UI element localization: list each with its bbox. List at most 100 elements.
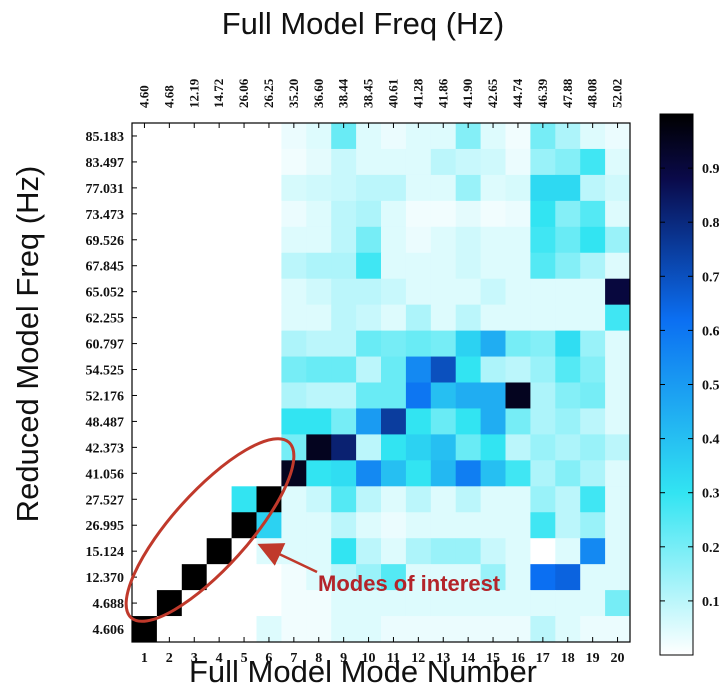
heatmap-cell (530, 200, 556, 228)
heatmap-cell (455, 148, 481, 176)
heatmap-cell (356, 278, 382, 306)
heatmap-cell (505, 252, 531, 280)
heatmap-cell (156, 434, 183, 461)
heatmap-cell (505, 538, 531, 565)
heatmap-cell (605, 304, 631, 331)
x-tick-label: 3 (191, 651, 198, 666)
heatmap-cell (256, 538, 282, 565)
heatmap-cell (281, 252, 307, 280)
heatmap-cell (405, 564, 432, 591)
heatmap-cell (306, 226, 332, 254)
heatmap-cell (231, 174, 257, 202)
heatmap-cell (430, 408, 457, 435)
x-top-tick-label: 41.28 (410, 78, 425, 108)
heatmap-cell (530, 148, 556, 176)
heatmap-cell (156, 304, 183, 331)
heatmap-cell (206, 512, 232, 539)
heatmap-cell (206, 278, 232, 306)
heatmap-cell (430, 564, 457, 591)
x-top-tick-label: 26.06 (236, 78, 251, 108)
colorbar-tick-label: 0.8 (702, 216, 720, 231)
heatmap-cell (530, 538, 556, 565)
heatmap-cell (605, 174, 631, 202)
heatmap-cell (331, 278, 357, 306)
heatmap-cell (356, 148, 382, 176)
heatmap-cell (405, 408, 432, 435)
heatmap-cell (555, 330, 581, 357)
heatmap-cell (306, 538, 332, 565)
heatmap-cell (580, 564, 606, 591)
heatmap-cell (156, 564, 183, 591)
heatmap-cell (356, 330, 382, 357)
heatmap-cell (455, 304, 481, 331)
heatmap-cell (455, 200, 481, 228)
heatmap-cell (555, 538, 581, 565)
heatmap-cell (331, 304, 357, 331)
heatmap-cell (555, 564, 581, 591)
heatmap-cell (156, 226, 183, 254)
heatmap-cell (430, 252, 457, 280)
reduced-frequency-ticks: 85.183 83.497 77.031 73.473 69.526 67.845 65.0… (86, 130, 137, 638)
heatmap-cell (206, 538, 232, 565)
heatmap-cell (156, 382, 183, 409)
heatmap-cell (381, 200, 407, 228)
heatmap-cell (555, 408, 581, 435)
heatmap-cell (605, 486, 631, 513)
heatmap-cell (480, 200, 506, 228)
heatmap-cell (605, 512, 631, 539)
heatmap-cell (181, 564, 208, 591)
heatmap-cell (181, 226, 208, 254)
heatmap-cell (231, 512, 257, 539)
heatmap-cell (405, 590, 432, 617)
colorbar-tick-label: 0.2 (702, 541, 720, 556)
heatmap-cell (356, 590, 382, 617)
y-tick-label: 62.255 (86, 312, 125, 327)
heatmap-cell (356, 538, 382, 565)
heatmap-cell (231, 382, 257, 409)
heatmap-cell (405, 460, 432, 487)
heatmap-cell (381, 278, 407, 306)
heatmap-cell (256, 356, 282, 383)
heatmap-cell (605, 278, 631, 306)
heatmap-cell (455, 174, 481, 202)
heatmap-cell (331, 486, 357, 513)
heatmap-cell (605, 356, 631, 383)
colorbar-tick-label: 0.5 (702, 379, 720, 394)
heatmap-cell (405, 330, 432, 357)
heatmap-cell (430, 226, 457, 254)
heatmap-cell (181, 538, 208, 565)
heatmap-cell (381, 356, 407, 383)
heatmap-cell (430, 486, 457, 513)
y-tick-label: 48.487 (86, 415, 125, 430)
heatmap-cell (181, 174, 208, 202)
heatmap-cell (306, 304, 332, 331)
heatmap-cell (231, 200, 257, 228)
heatmap-cell (555, 200, 581, 228)
x-top-tick-label: 48.08 (585, 78, 600, 108)
heatmap-cell (580, 200, 606, 228)
heatmap-cell (306, 356, 332, 383)
heatmap-cell (231, 148, 257, 176)
heatmap-cell (455, 460, 481, 487)
heatmap-cell (480, 330, 506, 357)
heatmap-cell (381, 590, 407, 617)
colorbar (659, 113, 694, 656)
y-tick-label: 27.527 (86, 493, 125, 508)
heatmap-cell (530, 564, 556, 591)
heatmap-cell (181, 200, 208, 228)
heatmap-cell (231, 486, 257, 513)
heatmap-cell (206, 226, 232, 254)
heatmap-cell (356, 304, 382, 331)
x-tick-label: 15 (486, 651, 500, 666)
heatmap-cell (256, 278, 282, 306)
heatmap-cell (455, 330, 481, 357)
heatmap-cell (181, 304, 208, 331)
heatmap-cell (580, 148, 606, 176)
x-top-tick-label: 41.86 (435, 78, 450, 108)
heatmap-cell (605, 434, 631, 461)
x-tick-label: 11 (387, 651, 400, 666)
heatmap-cell (480, 590, 506, 617)
heatmap-cell (281, 564, 307, 591)
x-top-tick-label: 38.44 (336, 78, 351, 108)
heatmap-cell (181, 148, 208, 176)
